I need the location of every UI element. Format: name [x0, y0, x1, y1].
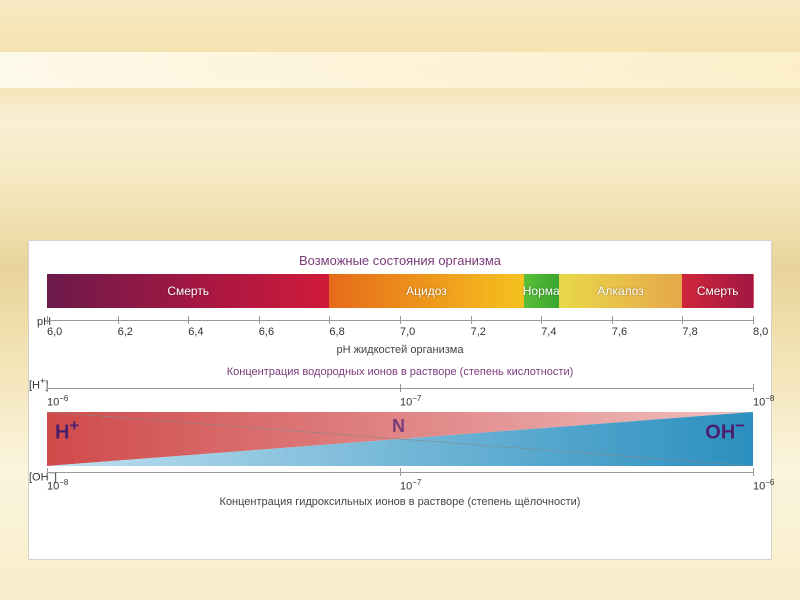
highlight-band	[0, 52, 800, 88]
ph-axis-label: pH жидкостей организма	[29, 344, 771, 356]
stage: Возможные состояния организма СмертьАцид…	[0, 0, 800, 600]
ph-segment-4: Смерть	[682, 274, 754, 308]
chart-panel: Возможные состояния организма СмертьАцид…	[28, 240, 772, 560]
oh-label: OH−	[705, 416, 745, 445]
oh-ion-axis: [OH−] 10−810−710−6	[47, 468, 753, 492]
ph-axis: pH 6,06,26,46,66,87,07,27,47,67,88,0	[47, 310, 753, 340]
ph-segment-3: Алкалоз	[559, 274, 684, 308]
h-axis-prefix: [H+]	[29, 376, 48, 392]
h-ion-title: Концентрация водородных ионов в растворе…	[29, 366, 771, 378]
h-label: H+	[55, 416, 79, 445]
ph-segment-2: Норма	[524, 274, 560, 308]
n-label: N	[392, 416, 405, 437]
ph-segment-1: Ацидоз	[329, 274, 524, 308]
oh-ion-title: Концентрация гидроксильных ионов в раств…	[29, 496, 771, 508]
ion-wedge: H+ N OH−	[47, 412, 753, 466]
states-title: Возможные состояния организма	[29, 253, 771, 268]
ph-state-bar: СмертьАцидозНормаАлкалозСмерть	[47, 274, 753, 308]
ph-segment-0: Смерть	[47, 274, 330, 308]
h-ion-axis: [H+] 10−610−710−8	[47, 384, 753, 408]
